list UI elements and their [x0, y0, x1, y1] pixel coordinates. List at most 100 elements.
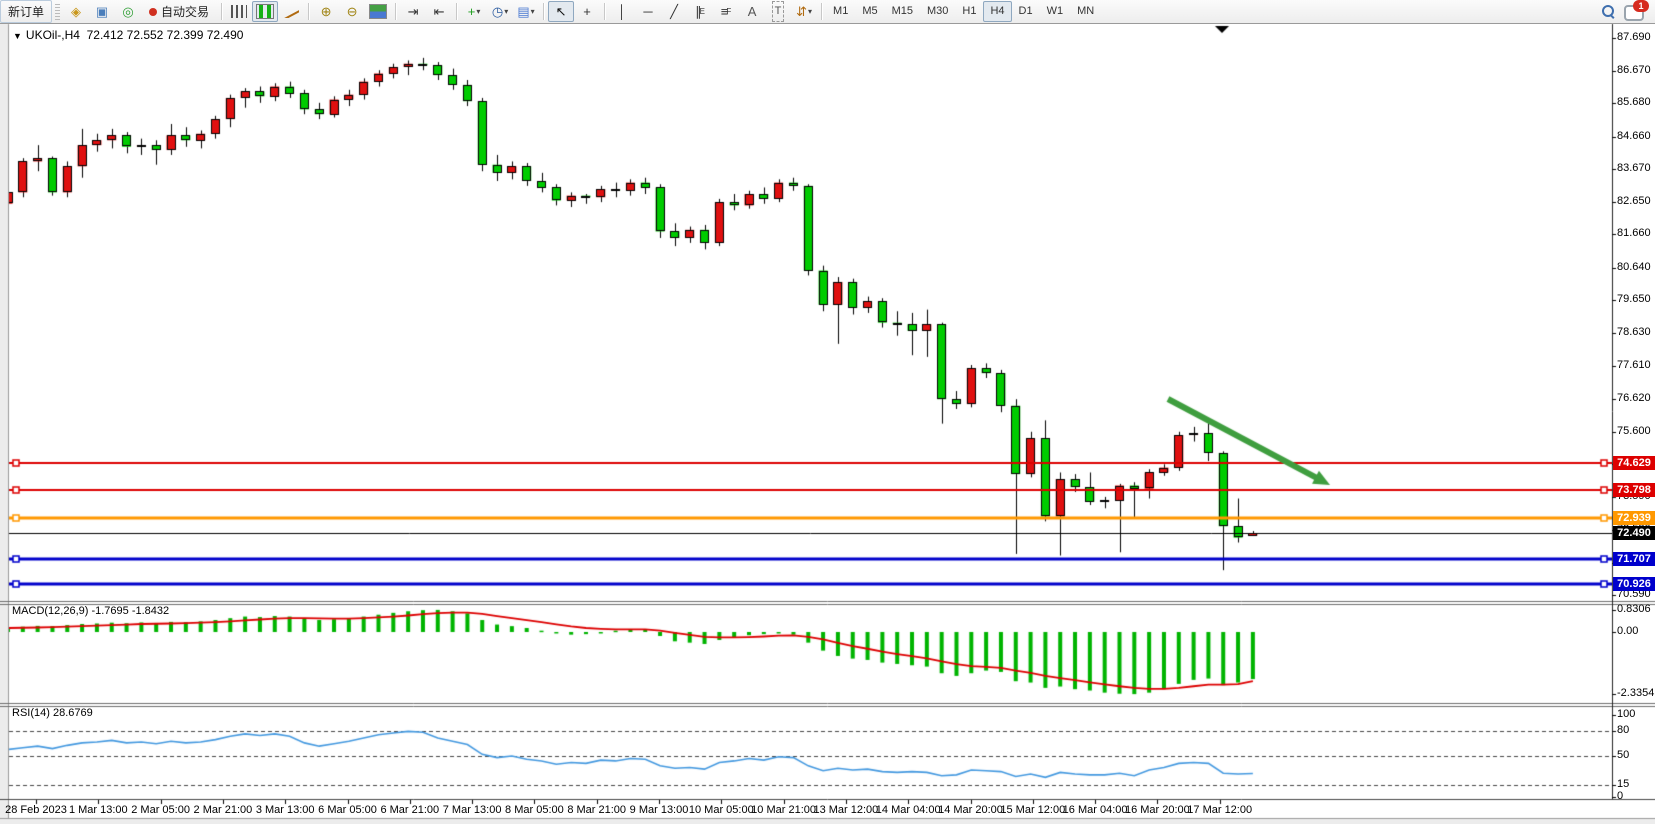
line-chart-icon [283, 5, 299, 18]
zoom-out-icon[interactable]: ⊖ [339, 1, 365, 22]
toolbar-separator [221, 3, 223, 20]
price-line-badge: 71.707 [1613, 551, 1655, 566]
time-axis-label: 16 Mar 20:00 [1124, 804, 1190, 816]
price-axis-tick: 87.690 [1617, 31, 1651, 43]
bar-chart-icon[interactable] [226, 1, 252, 22]
files-icon-glyph: ◈ [71, 4, 82, 19]
chart-shift-icon[interactable]: ⇤ [426, 1, 452, 22]
rsi-axis-tick: 0 [1617, 790, 1624, 802]
time-axis-label: 16 Mar 04:00 [1062, 804, 1128, 816]
time-axis-label: 6 Mar 21:00 [380, 804, 440, 816]
cursor-icon[interactable]: ↖ [548, 1, 575, 22]
time-axis-label: 1 Mar 13:00 [68, 804, 128, 816]
toolbar-separator [308, 3, 310, 20]
timeframe-h1-button[interactable]: H1 [962, 5, 977, 17]
rsi-axis-tick: 100 [1617, 708, 1636, 720]
autotrading-button-label: 自动交易 [161, 5, 210, 19]
time-axis-label: 7 Mar 13:00 [442, 804, 502, 816]
text-icon-glyph: A [747, 4, 757, 19]
zoom-in-icon-glyph: ⊕ [320, 4, 332, 19]
periods-button-dropdown-icon[interactable]: ▾ [504, 7, 509, 16]
timeframe-bar: M1 M5 M15 M30 H1 H4 D1 W1 MN [826, 1, 1101, 22]
indicators-button[interactable]: + ▾ [461, 1, 487, 22]
periods-button[interactable]: ◷ ▾ [487, 1, 513, 22]
time-axis-label: 17 Mar 12:00 [1187, 804, 1253, 816]
timeframe-h4-button[interactable]: H4 [983, 1, 1012, 22]
arrows-objects-icon-dropdown-icon[interactable]: ▾ [807, 7, 812, 16]
macd-axis-tick: -2.3354 [1617, 687, 1655, 700]
signals-icon[interactable]: ◎ [115, 1, 141, 22]
notifications-icon[interactable]: 1 [1621, 0, 1649, 22]
vertical-line-icon[interactable]: │ [609, 1, 635, 22]
chart-menu-icon[interactable]: ▼ [13, 31, 22, 41]
market-watch-icon[interactable]: ▣ [89, 1, 115, 22]
text-label-icon[interactable]: T [765, 1, 791, 22]
price-axis-tick: 77.610 [1617, 359, 1651, 372]
search-icon[interactable] [1595, 1, 1621, 22]
cursor-icon-glyph: ↖ [555, 4, 567, 19]
timeframe-m30-button[interactable]: M30 [927, 5, 949, 17]
price-line-badge: 70.926 [1613, 577, 1655, 591]
horizontal-line-icon[interactable]: ─ [635, 1, 661, 22]
arrows-objects-icon[interactable]: ⇵ ▾ [791, 1, 817, 22]
time-axis-label: 10 Mar 05:00 [688, 804, 754, 816]
indicators-button-glyph: + [467, 4, 476, 19]
periods-button-glyph: ◷ [491, 4, 504, 19]
rsi-indicator-label: RSI(14) 28.6769 [12, 707, 93, 719]
time-axis-label: 10 Mar 21:00 [751, 804, 817, 816]
crosshair-icon[interactable]: + [574, 1, 600, 22]
time-axis-label: 2 Mar 21:00 [193, 804, 253, 816]
templates-button[interactable]: ▤ ▾ [513, 1, 539, 22]
time-axis-label: 6 Mar 05:00 [318, 804, 377, 816]
market-watch-icon-glyph: ▣ [95, 4, 109, 19]
trendline-icon[interactable]: ╱ [661, 1, 687, 22]
timeframe-d1-button[interactable]: D1 [1018, 5, 1033, 17]
time-axis-label: 9 Mar 13:00 [629, 804, 689, 816]
timeframe-m5-button[interactable]: M5 [862, 5, 878, 17]
signals-icon-glyph: ◎ [122, 4, 134, 19]
auto-scroll-icon[interactable]: ⇥ [400, 1, 426, 22]
fibonacci-icon[interactable]: ≡ F [713, 1, 739, 22]
timeframe-w1-button[interactable]: W1 [1046, 5, 1064, 17]
equidistant-channel-icon[interactable]: ∥ E [687, 1, 713, 22]
autotrading-button[interactable]: 自动交易 [141, 0, 217, 23]
line-chart-icon[interactable] [278, 1, 304, 22]
timeframe-mn-button[interactable]: MN [1077, 5, 1095, 17]
price-axis-tick: 85.680 [1617, 96, 1651, 109]
chart-shift-icon-glyph: ⇤ [433, 4, 445, 19]
price-line-badge: 72.939 [1613, 511, 1655, 526]
time-axis-label: 15 Mar 12:00 [1000, 804, 1066, 816]
macd-indicator-label: MACD(12,26,9) -1.7695 -1.8432 [12, 605, 170, 617]
timeframe-m1-button[interactable]: M1 [833, 5, 849, 17]
candlestick-chart-icon[interactable] [252, 1, 279, 22]
toolbar: 新订单 ◈ ▣ ◎ 自动交易 ⊕ ⊖ ⇥ ⇤ + ▾ ◷ ▾ ▤ ▾ ↖ + │ ─ ╱ ∥ E ≡ F A T ⇵ ▾ M1 M5 M1… [0, 0, 1655, 24]
new-order-button[interactable]: 新订单 [0, 0, 53, 23]
tile-windows-icon [369, 4, 388, 19]
toolbar-separator [543, 3, 545, 20]
price-axis-tick: 81.660 [1617, 227, 1651, 240]
tile-windows-icon[interactable] [365, 1, 391, 22]
timeframe-m15-button[interactable]: M15 [891, 5, 913, 17]
price-axis-tick: 76.620 [1617, 391, 1651, 404]
price-axis-tick: 78.630 [1617, 326, 1651, 339]
zoom-in-icon[interactable]: ⊕ [313, 1, 339, 22]
candlestick-chart-icon [256, 4, 275, 19]
new-order-button-label: 新订单 [8, 5, 45, 19]
indicators-button-dropdown-icon[interactable]: ▾ [476, 7, 481, 16]
price-axis-tick: 86.670 [1617, 64, 1651, 77]
time-axis-label: 28 Feb 2023 [5, 804, 67, 816]
equidistant-channel-icon-sub: E [699, 7, 705, 16]
zoom-out-icon-glyph: ⊖ [346, 4, 358, 19]
chart-title[interactable]: ▼ UKOil-,H4 72.412 72.552 72.399 72.490 [13, 28, 243, 42]
text-icon[interactable]: A [739, 1, 765, 22]
files-icon[interactable]: ◈ [63, 1, 89, 22]
text-label-icon-glyph: T [771, 1, 785, 22]
chart-ohlc-quotes: 72.412 72.552 72.399 72.490 [86, 28, 244, 42]
rsi-axis-tick: 50 [1617, 749, 1630, 761]
price-axis-tick: 82.650 [1617, 195, 1651, 208]
fibonacci-icon-sub: F [726, 7, 732, 16]
templates-button-dropdown-icon[interactable]: ▾ [530, 7, 535, 16]
chart-symbol: UKOil-,H4 [25, 28, 80, 42]
autotrading-button-dot-icon [149, 7, 158, 16]
